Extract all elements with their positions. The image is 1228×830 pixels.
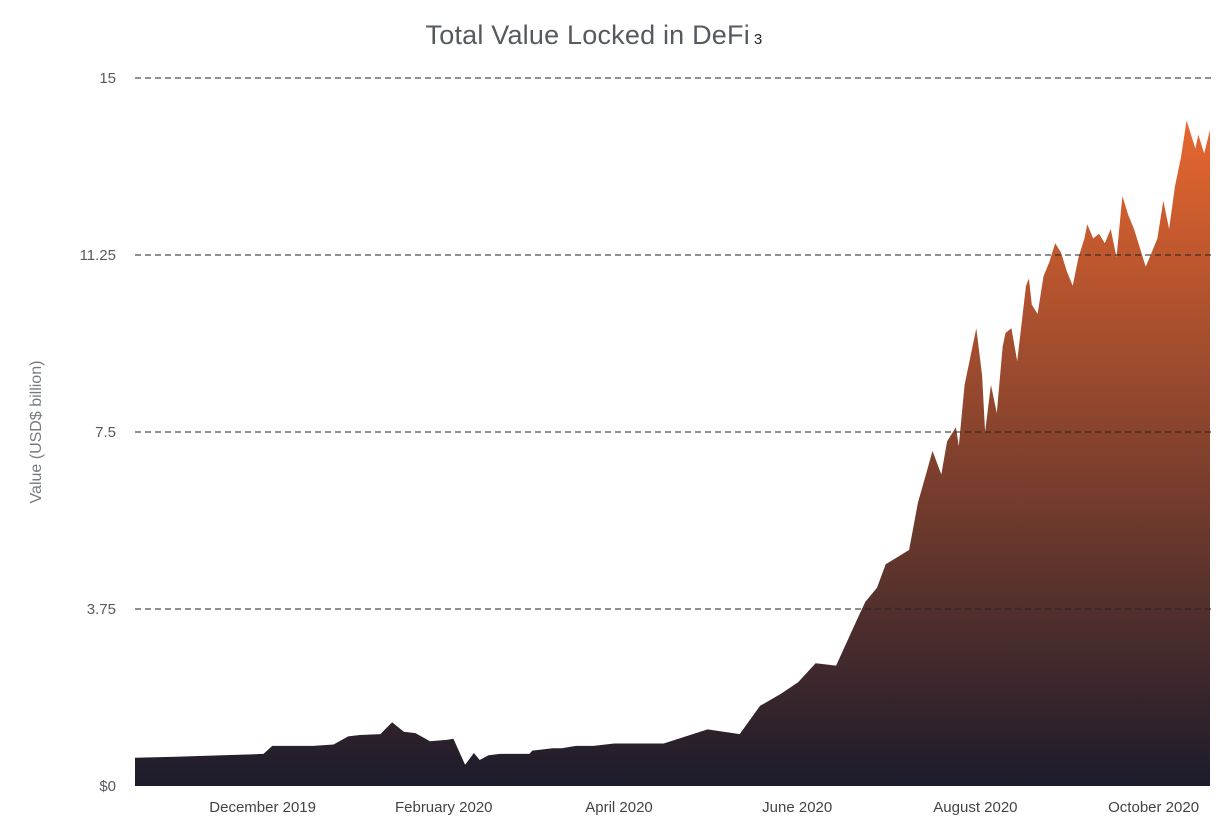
chart-title: Total Value Locked in DeFi 3 <box>0 20 1188 51</box>
area-layer <box>135 120 1210 786</box>
tvl-area <box>135 120 1210 786</box>
y-tick-layer: $0 3.75 7.5 11.25 15 <box>80 70 116 795</box>
y-tick-label: 3.75 <box>87 601 116 618</box>
y-tick-label: 15 <box>99 70 116 87</box>
y-tick-label: 7.5 <box>95 424 116 441</box>
x-tick-label: August 2020 <box>933 799 1017 816</box>
x-tick-label: April 2020 <box>585 799 653 816</box>
x-tick-label: December 2019 <box>209 799 316 816</box>
y-tick-label: $0 <box>99 778 116 795</box>
title-footnote: 3 <box>753 31 763 48</box>
x-tick-label: February 2020 <box>395 799 493 816</box>
x-tick-label: June 2020 <box>762 799 832 816</box>
chart-title-text: Total Value Locked in DeFi <box>425 20 750 50</box>
x-tick-layer: December 2019 February 2020 April 2020 June… <box>209 799 1199 816</box>
y-tick-label: 11.25 <box>80 247 116 264</box>
x-tick-label: October 2020 <box>1108 799 1199 816</box>
